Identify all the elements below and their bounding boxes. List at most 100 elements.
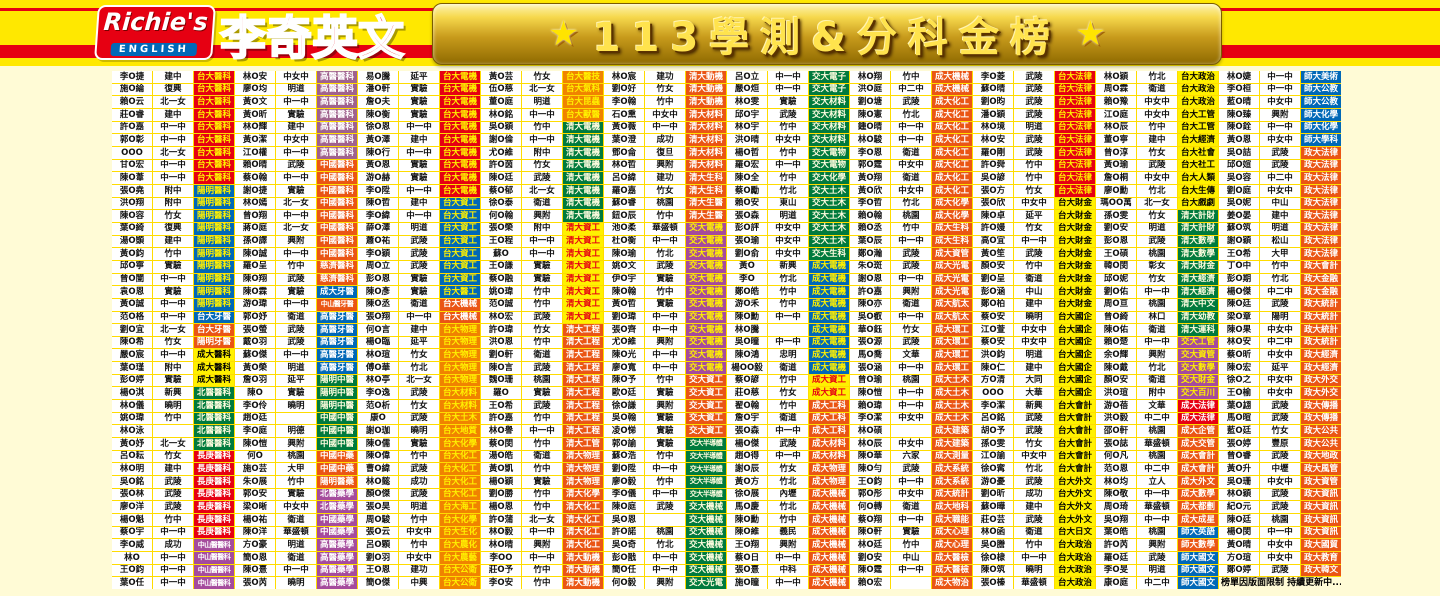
admitted-dept: 陽明醫藥 (317, 476, 357, 488)
school-name: 中女中 (1137, 172, 1177, 184)
student-name: 陳O卓 (973, 210, 1013, 222)
school-name: 竹中 (768, 121, 808, 134)
student-name: 蔡O宇 (112, 526, 152, 539)
school-name: 明道 (1014, 349, 1054, 362)
school-name: 中女中 (891, 184, 931, 197)
school-name: 中女中 (1260, 349, 1300, 362)
school-name: 興附 (1260, 108, 1300, 121)
school-name: 附中 (522, 146, 562, 159)
admitted-dept: 台大醫科 (194, 96, 234, 108)
student-name: 李O旻 (1096, 564, 1136, 577)
school-name: 建中 (1014, 501, 1054, 514)
student-name: 馬O慶 (727, 501, 767, 514)
admitted-dept: 清大材料 (686, 134, 726, 146)
admitted-dept: 成大電機 (809, 298, 849, 311)
student-name: 張O堯 (112, 184, 152, 197)
student-name: 陳O仁 (973, 362, 1013, 374)
school-name: 中女中 (1014, 197, 1054, 210)
student-name: 紀O元 (1219, 501, 1259, 514)
admitted-dept: 交大電機 (686, 235, 726, 248)
admitted-dept: 台大法律 (1055, 159, 1095, 172)
admitted-dept: 成大電機 (809, 349, 849, 362)
student-name: 彭O期 (1219, 273, 1259, 286)
school-name: 華盛頓 (1014, 577, 1054, 589)
admitted-dept: 高醫牙醫 (317, 349, 357, 362)
student-name: 陳O衡 (358, 108, 398, 121)
school-name: 實驗 (153, 260, 193, 273)
student-name: 李O安 (481, 577, 521, 589)
school-name: 中二中 (1260, 172, 1300, 184)
student-name: 張O林 (112, 488, 152, 501)
student-name: 賴O翰 (850, 210, 890, 222)
student-name: 許O嘉 (481, 412, 521, 425)
admitted-dept: 成大光電 (932, 273, 972, 286)
school-name: 立人 (1137, 476, 1177, 488)
school-name: 桃園 (522, 374, 562, 387)
student-name: 賴O丞 (850, 222, 890, 235)
school-name: 衛道 (522, 349, 562, 362)
student-name: 李O潔 (973, 400, 1013, 412)
student-name: 陳O亦 (850, 298, 890, 311)
school-name: 北一女 (399, 374, 439, 387)
admitted-dept: 清大計財 (1178, 222, 1218, 235)
admitted-dept: 交大百川 (1178, 387, 1218, 400)
student-name: 江O萱 (973, 324, 1013, 336)
student-name: 藍O廷 (1219, 425, 1259, 438)
school-name: 中山 (891, 552, 931, 564)
school-name: 武陵 (1014, 425, 1054, 438)
school-name: 武陵 (1260, 564, 1300, 577)
school-name: 新興 (768, 260, 808, 273)
school-name: 建功 (645, 71, 685, 83)
student-name: 方O清 (973, 374, 1013, 387)
school-name: 中一中 (645, 362, 685, 374)
student-name: 何O (235, 450, 275, 463)
school-name: 竹女 (645, 83, 685, 96)
school-name: 實驗 (153, 374, 193, 387)
admitted-dept: 高醫醫科 (317, 121, 357, 134)
admitted-dept: 台大國企 (1055, 324, 1095, 336)
school-name: 實驗 (645, 298, 685, 311)
student-name: 李O穎 (358, 248, 398, 260)
school-name: 衛道 (276, 514, 316, 526)
student-name: 朱O展 (235, 476, 275, 488)
school-name: 衛道 (891, 172, 931, 184)
school-name: 中一中 (891, 311, 931, 324)
student-name: 謝O珈 (358, 425, 398, 438)
student-name: 曾O淳 (1096, 146, 1136, 159)
admitted-dept: 政大外交 (1301, 374, 1341, 387)
admitted-dept: 政大統計 (1301, 336, 1341, 349)
student-name: 羅O嘉 (604, 184, 644, 197)
admitted-dept: 成大醫科 (194, 374, 234, 387)
admitted-dept: 清大動機 (686, 96, 726, 108)
student-name: 林O駿 (850, 134, 890, 146)
student-name: 陳O銓 (1219, 121, 1259, 134)
admitted-dept: 政大國貿 (1301, 539, 1341, 552)
student-name: 許O嘉 (112, 121, 152, 134)
school-name: 興附 (276, 438, 316, 450)
school-name: 竹中 (891, 71, 931, 83)
school-name: 武陵 (1014, 146, 1054, 159)
student-name: 廖O勳 (1096, 184, 1136, 197)
student-name: 林O翔 (850, 71, 890, 83)
student-name: 徐O寗 (973, 463, 1013, 476)
student-name: 翟O翰 (727, 400, 767, 412)
school-name: 中一中 (399, 311, 439, 324)
admitted-dept: 台大化工 (440, 450, 480, 463)
admitted-dept: 中國中醫 (317, 412, 357, 425)
school-name: 附中 (153, 197, 193, 210)
school-name: 實驗 (522, 387, 562, 400)
student-name: 林O境 (973, 121, 1013, 134)
school-name: 桃園 (1137, 298, 1177, 311)
school-name: 中一中 (522, 134, 562, 146)
student-name: 邱O妮 (1096, 273, 1136, 286)
student-name: 李OO (481, 552, 521, 564)
student-name: 曾O瑜 (850, 374, 890, 387)
school-name: 竹北 (1137, 71, 1177, 83)
student-name: 簡O任 (604, 564, 644, 577)
admitted-dept: 交大半導體 (686, 450, 726, 463)
student-name: 張O誌 (1096, 438, 1136, 450)
admitted-dept: 高醫牙醫 (317, 336, 357, 349)
student-name: 謝O捷 (235, 184, 275, 197)
school-name: 實驗 (276, 488, 316, 501)
student-name: 施O芸 (235, 463, 275, 476)
